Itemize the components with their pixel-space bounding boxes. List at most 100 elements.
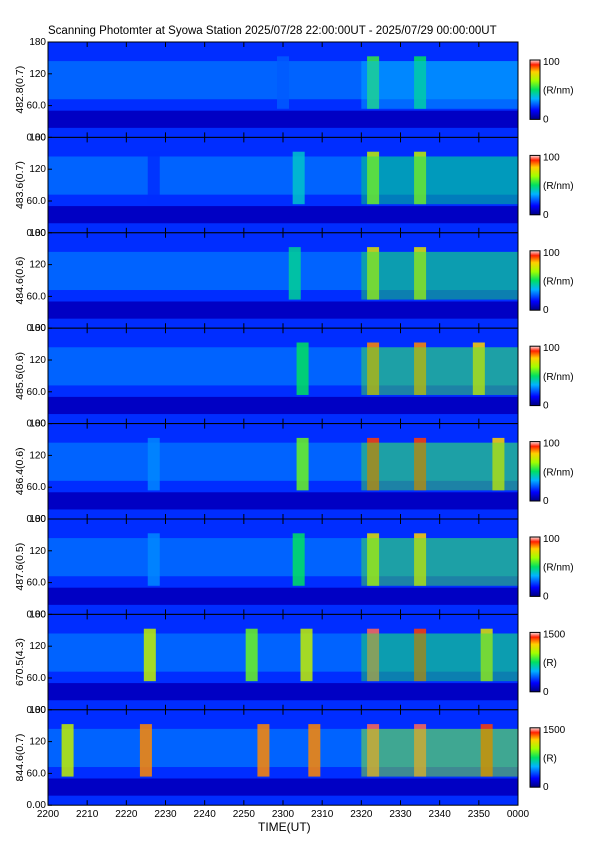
- panel-4-ytick-0: 0.00: [27, 514, 47, 525]
- panel-3-cbar-unit: (R/nm): [543, 372, 574, 383]
- panel-0-event-2: [414, 56, 427, 109]
- panel-7-event-1: [139, 724, 152, 777]
- panel-2-event-2: [414, 247, 427, 300]
- panel-6-ytick-1: 60.0: [27, 673, 47, 684]
- panel-0-event-1: [367, 56, 380, 109]
- panel-2-cbar-unit: (R/nm): [543, 277, 574, 288]
- panel-4-event-3: [414, 437, 427, 491]
- panel-4-event-1: [296, 437, 309, 491]
- panel-3-ytick-1: 60.0: [27, 387, 47, 398]
- panel-5-cbar-max: 100: [543, 534, 560, 545]
- panel-7-event-3: [308, 724, 321, 777]
- panel-7-event-6: [480, 724, 493, 777]
- xtick-12: 0000: [507, 809, 530, 820]
- panel-1-cbar-unit: (R/nm): [543, 181, 574, 192]
- panel-4-event-4: [492, 437, 505, 491]
- panel-0-ylabel: 482.8(0.7): [14, 66, 26, 114]
- panel-0-cbar-min: 0: [543, 114, 549, 125]
- panel-3-event-2: [414, 342, 427, 395]
- panel-0-ytick-1: 60.0: [27, 101, 47, 112]
- panel-3-colorbar: [529, 345, 541, 407]
- panel-5-ytick-2: 120: [29, 546, 46, 557]
- panel-1-event-2: [367, 151, 380, 205]
- panel-6-ytick-0: 0.00: [27, 705, 47, 716]
- panel-1-event-1: [292, 151, 305, 205]
- xtick-4: 2240: [194, 809, 217, 820]
- panel-0-colorbar: [529, 59, 541, 120]
- panel-4-ytick-2: 120: [29, 450, 46, 461]
- xtick-10: 2340: [429, 809, 452, 820]
- panel-7-ytick-3: 180: [29, 705, 46, 716]
- panel-5-ylabel: 487.6(0.5): [14, 543, 26, 591]
- panel-7-cbar-min: 0: [543, 782, 549, 793]
- panel-5-event-1: [292, 533, 305, 586]
- panel-2-cbar-min: 0: [543, 305, 549, 316]
- panel-6-cbar-max: 1500: [543, 629, 566, 640]
- panel-5-cbar-min: 0: [543, 591, 549, 602]
- panel-7-ytick-0: 0.00: [27, 800, 47, 811]
- panel-2-ytick-2: 120: [29, 260, 46, 271]
- panel-7-cbar-unit: (R): [543, 754, 557, 765]
- panel-1-cbar-min: 0: [543, 210, 549, 221]
- panel-7-cbar-max: 1500: [543, 725, 566, 736]
- xtick-6: 2300: [272, 809, 295, 820]
- panel-5-event-2: [367, 533, 380, 586]
- panel-3-event-1: [367, 342, 380, 395]
- panel-1-event-0: [147, 151, 160, 205]
- panel-2-ylabel: 484.6(0.6): [14, 257, 26, 305]
- panel-2-event-1: [367, 247, 380, 300]
- panel-4-colorbar: [529, 441, 541, 502]
- panel-1-ytick-1: 60.0: [27, 196, 47, 207]
- panel-0-ytick-0: 0.00: [27, 132, 47, 143]
- panel-7-colorbar: [529, 727, 541, 788]
- panel-6-colorbar: [529, 631, 541, 693]
- panel-7-event-4: [367, 724, 380, 777]
- xtick-7: 2310: [311, 809, 334, 820]
- panel-5-event-3: [414, 533, 427, 586]
- xtick-2: 2220: [115, 809, 138, 820]
- panel-6-cbar-unit: (R): [543, 658, 557, 669]
- panel-1-cbar-max: 100: [543, 152, 560, 163]
- panel-7-ylabel: 844.6(0.7): [14, 734, 26, 782]
- panel-3-cbar-max: 100: [543, 343, 560, 354]
- xtick-0: 2200: [37, 809, 60, 820]
- panel-1-event-3: [414, 151, 427, 205]
- xtick-5: 2250: [233, 809, 256, 820]
- panel-0-cbar-max: 100: [543, 57, 560, 68]
- panel-2-cbar-max: 100: [543, 248, 560, 259]
- panel-6-event-2: [300, 628, 313, 682]
- panel-3-ytick-0: 0.00: [27, 419, 47, 430]
- panel-5-ytick-0: 0.00: [27, 609, 47, 620]
- panel-7-event-5: [414, 724, 427, 777]
- panel-6-cbar-min: 0: [543, 687, 549, 698]
- panel-1-ylabel: 483.6(0.7): [14, 161, 26, 209]
- panel-1-colorbar: [529, 154, 541, 216]
- panel-2-ytick-3: 180: [29, 228, 46, 239]
- panel-5-ytick-1: 60.0: [27, 578, 47, 589]
- panel-6-event-1: [245, 628, 258, 682]
- panel-6-event-3: [367, 628, 380, 682]
- panel-4-event-2: [367, 437, 380, 491]
- panel-3-ytick-3: 180: [29, 323, 46, 334]
- panel-6-ytick-3: 180: [29, 609, 46, 620]
- panel-7-event-2: [257, 724, 270, 777]
- chart-title: Scanning Photomter at Syowa Station 2025…: [48, 25, 497, 37]
- panel-3-event-0: [296, 342, 309, 395]
- panel-1-ytick-3: 180: [29, 132, 46, 143]
- panel-3-cbar-min: 0: [543, 401, 549, 412]
- panel-2-ytick-1: 60.0: [27, 291, 47, 302]
- panel-1-ytick-2: 120: [29, 164, 46, 175]
- panel-2-ytick-0: 0.00: [27, 323, 47, 334]
- panel-2-event-0: [288, 247, 301, 300]
- panel-6-ytick-2: 120: [29, 641, 46, 652]
- panel-3-ylabel: 485.6(0.6): [14, 352, 26, 400]
- panel-4-cbar-min: 0: [543, 496, 549, 507]
- panel-2-colorbar: [529, 250, 541, 311]
- panel-5-cbar-unit: (R/nm): [543, 563, 574, 574]
- xtick-11: 2350: [468, 809, 491, 820]
- panel-7-ytick-2: 120: [29, 737, 46, 748]
- panel-4-cbar-max: 100: [543, 439, 560, 450]
- panel-5-event-0: [147, 533, 160, 586]
- panel-0-ytick-3: 180: [29, 37, 46, 48]
